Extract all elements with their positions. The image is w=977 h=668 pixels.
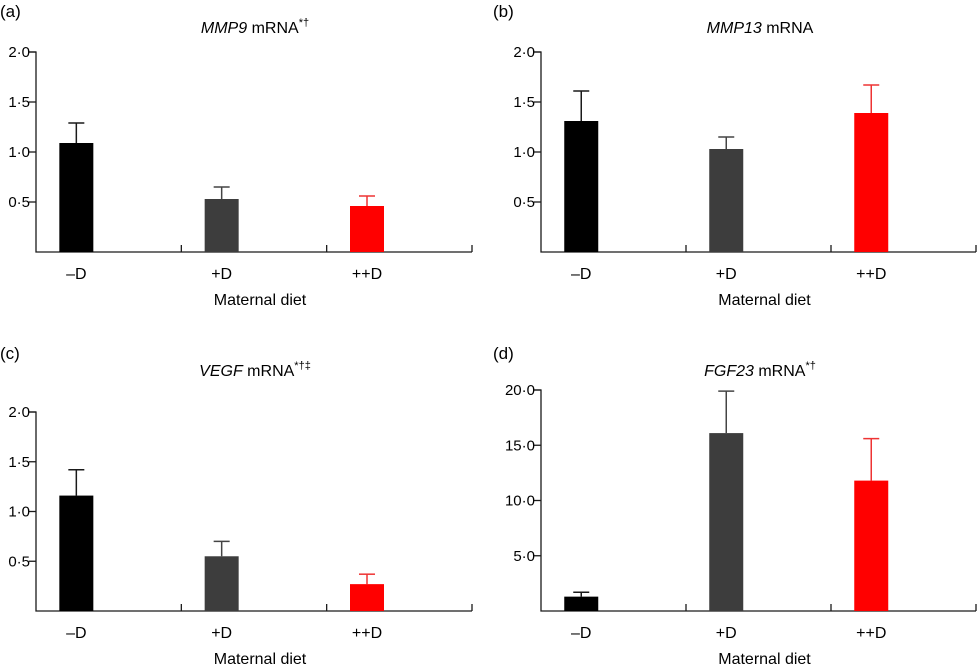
bar-plus-plus-d — [854, 480, 889, 611]
x-category-label: ++D — [352, 266, 382, 283]
title-text: mRNA — [762, 20, 814, 37]
bar-minus-d — [59, 143, 94, 252]
bar-minus-d — [564, 596, 599, 611]
x-category-label: ++D — [352, 625, 382, 642]
x-category-label: +D — [716, 625, 737, 642]
panel-label: (c) — [0, 344, 20, 363]
axis-lines — [29, 51, 472, 253]
x-axis-label: Maternal diet — [718, 292, 811, 309]
chart-title: VEGF mRNA*†‡ — [199, 360, 311, 380]
title-gene-name: FGF23 — [704, 363, 754, 380]
x-category-label: –D — [571, 625, 591, 642]
bar-plus-d — [709, 433, 744, 611]
x-category-label: +D — [211, 266, 232, 283]
bar-plus-d — [709, 149, 744, 252]
y-tick-label: 10·0 — [505, 493, 535, 510]
bar-plus-plus-d — [854, 113, 889, 252]
x-category-label: –D — [66, 625, 86, 642]
x-category-label: –D — [66, 266, 86, 283]
bar-minus-d — [59, 495, 94, 611]
title-superscript: *† — [299, 17, 309, 29]
x-axis-label: Maternal diet — [214, 651, 307, 668]
title-gene-name: VEGF — [199, 363, 244, 380]
y-tick-label: 2·0 — [8, 44, 30, 61]
bar-plus-plus-d — [350, 584, 384, 611]
y-tick-label: 5·0 — [513, 548, 535, 565]
y-tick-label: 1·5 — [8, 454, 30, 471]
x-category-label: –D — [571, 266, 591, 283]
y-tick-label: 0·5 — [513, 194, 535, 211]
y-tick-label: 1·0 — [8, 144, 30, 161]
x-axis-label: Maternal diet — [718, 651, 811, 668]
y-tick-label: 1·5 — [513, 94, 535, 111]
y-tick-label: 2·0 — [8, 404, 30, 421]
bar-plus-d — [204, 556, 239, 611]
y-tick-label: 20·0 — [505, 382, 535, 399]
y-tick-label: 15·0 — [505, 437, 535, 454]
x-category-label: ++D — [856, 625, 886, 642]
y-tick-label: 1·5 — [8, 94, 30, 111]
bar-plus-plus-d — [350, 206, 384, 252]
y-tick-label: 0·5 — [8, 553, 30, 570]
axis-lines — [29, 411, 472, 612]
title-superscript: *†‡ — [294, 360, 311, 372]
panel-label: (b) — [493, 2, 514, 21]
x-category-label: ++D — [856, 266, 886, 283]
title-gene-name: MMP9 — [201, 20, 247, 37]
title-text: mRNA — [247, 20, 299, 37]
x-category-label: +D — [211, 625, 232, 642]
chart-title: MMP9 mRNA*† — [201, 17, 309, 37]
y-tick-label: 1·0 — [8, 504, 30, 521]
chart-title: FGF23 mRNA*† — [704, 360, 816, 380]
title-gene-name: MMP13 — [707, 20, 762, 37]
x-category-label: +D — [716, 266, 737, 283]
y-tick-label: 2·0 — [513, 44, 535, 61]
y-tick-label: 1·0 — [513, 144, 535, 161]
chart-title: MMP13 mRNA — [707, 20, 814, 37]
panel-label: (a) — [0, 2, 21, 21]
title-superscript: *† — [805, 360, 815, 372]
panel-label: (d) — [493, 344, 514, 363]
axis-lines — [534, 389, 976, 612]
title-text: mRNA — [243, 363, 295, 380]
bar-plus-d — [204, 199, 239, 252]
title-text: mRNA — [754, 363, 806, 380]
bar-minus-d — [564, 121, 599, 252]
y-tick-label: 0·5 — [8, 194, 30, 211]
x-axis-label: Maternal diet — [214, 292, 307, 309]
axis-lines — [534, 51, 976, 253]
